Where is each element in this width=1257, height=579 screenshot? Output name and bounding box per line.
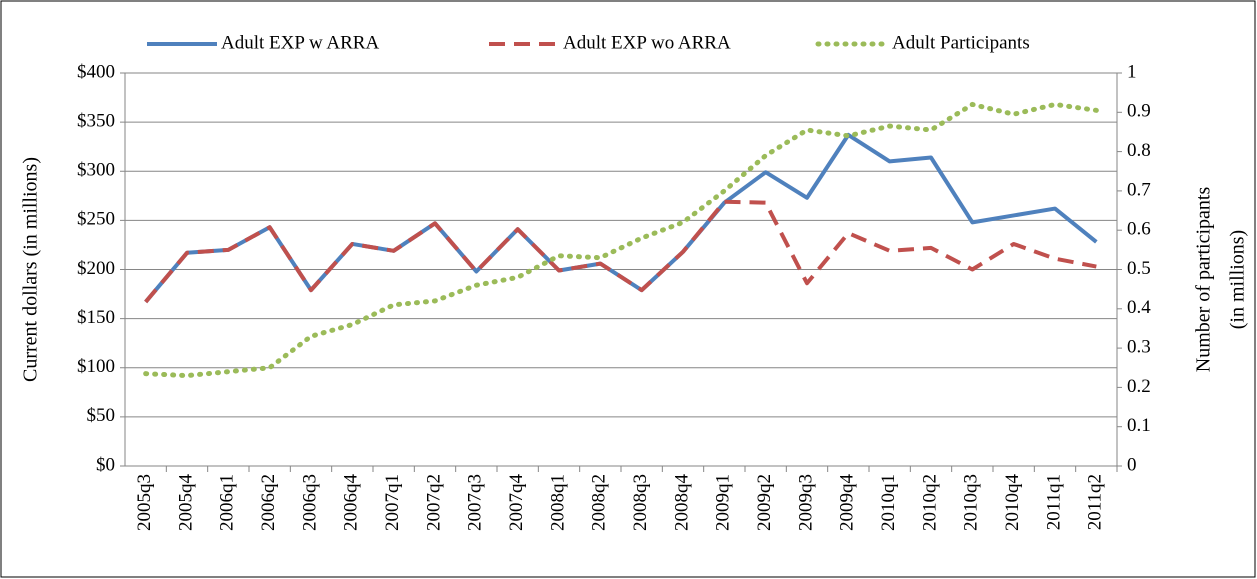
x-tick-label: 2011q1 [1043,474,1064,530]
x-tick-label: 2007q1 [382,474,403,531]
series-line [143,101,1099,379]
x-tick-label: 2008q1 [547,474,568,531]
x-tick-label: 2008q2 [589,474,610,531]
y-tick-label: $300 [77,160,115,181]
x-tick-label: 2010q1 [878,474,899,531]
y-tick-label: $100 [77,356,115,377]
y2-tick-label: 0.6 [1127,219,1151,240]
y2-tick-label: 0.5 [1127,258,1151,279]
x-tick-label: 2005q4 [175,474,196,532]
x-tick-label: 2007q2 [423,474,444,531]
x-tick-label: 2009q3 [795,474,816,531]
x-tick-label: 2009q1 [713,474,734,531]
x-tick-label: 2009q4 [837,474,858,532]
x-tick-label: 2005q3 [134,474,155,531]
x-tick-label: 2006q1 [217,474,238,531]
legend-label: Adult EXP wo ARRA [563,32,731,53]
x-tick-label: 2009q2 [754,474,775,531]
y2-tick-label: 0.2 [1127,376,1151,397]
y2-axis-title: Number of participants [1193,187,1215,373]
y2-tick-label: 0 [1127,454,1137,475]
y-tick-label: $250 [77,209,115,230]
y-tick-label: $200 [77,258,115,279]
x-tick-label: 2006q4 [341,474,362,532]
x-tick-label: 2007q4 [506,474,527,532]
x-tick-label: 2010q2 [919,474,940,531]
y2-tick-label: 0.7 [1127,179,1151,200]
x-tick-label: 2008q4 [671,474,692,532]
x-tick-label: 2010q4 [1002,474,1023,532]
y2-tick-label: 0.8 [1127,140,1151,161]
series-line [144,199,1097,304]
y2-tick-label: 1 [1127,61,1137,82]
y-tick-label: $50 [87,405,116,426]
x-tick-label: 2007q3 [465,474,486,531]
y-tick-label: $400 [77,61,115,82]
y2-tick-label: 0.3 [1127,336,1151,357]
x-tick-label: 2006q3 [299,474,320,531]
y2-tick-label: 0.4 [1127,297,1151,318]
legend-label: Adult EXP w ARRA [221,32,379,53]
y2-tick-label: 0.9 [1127,101,1151,122]
y-axis-title: Current dollars (in millions) [20,157,42,382]
legend-label: Adult Participants [892,32,1030,53]
x-tick-label: 2006q2 [258,474,279,531]
x-tick-label: 2011q2 [1085,474,1106,530]
y-tick-label: $150 [77,307,115,328]
x-tick-label: 2010q3 [961,474,982,531]
y-tick-label: $350 [77,110,115,131]
x-tick-label: 2008q3 [630,474,651,531]
y-tick-label: $0 [96,454,115,475]
y2-axis-title: (in millions) [1227,230,1249,329]
y2-tick-label: 0.1 [1127,415,1151,436]
